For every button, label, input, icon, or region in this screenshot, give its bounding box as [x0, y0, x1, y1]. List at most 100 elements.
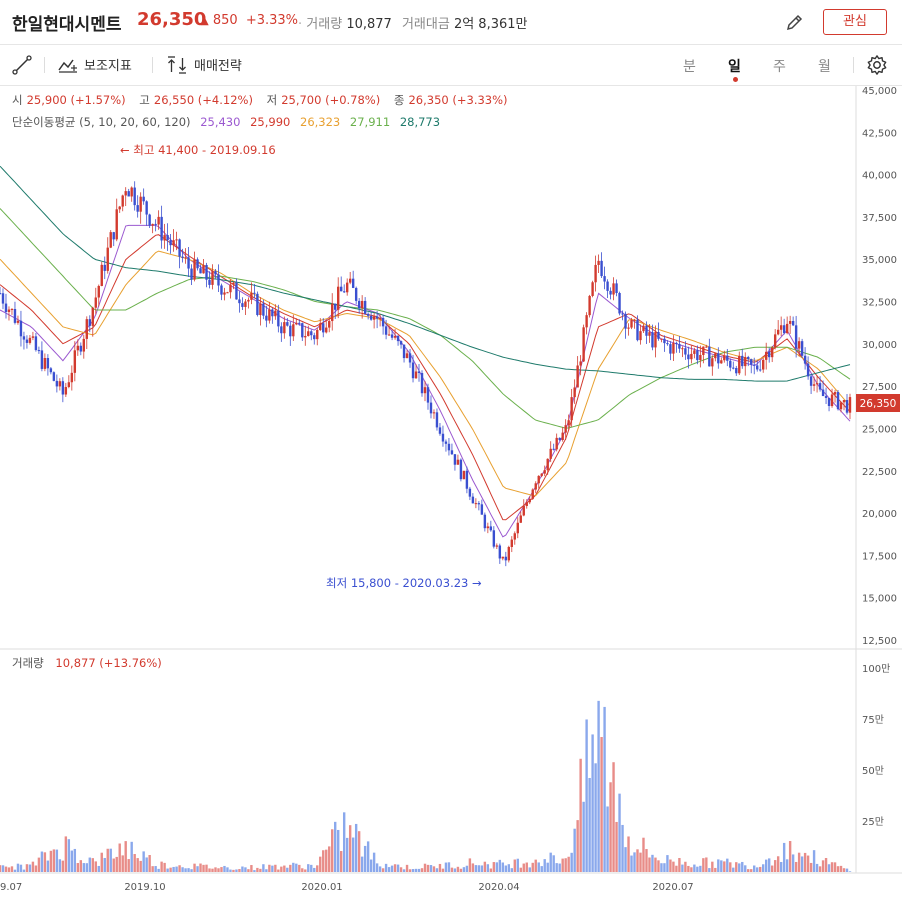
volume-bar — [702, 858, 705, 872]
draw-line-icon[interactable] — [12, 55, 32, 75]
period-minute[interactable]: 분 — [683, 59, 696, 75]
candle-body — [426, 387, 430, 403]
volume-bar — [229, 869, 232, 872]
volume-bar — [447, 862, 451, 872]
volume-bar — [558, 863, 561, 872]
close-label: 종 — [393, 93, 405, 107]
candle-body — [73, 350, 77, 373]
period-day[interactable]: 일 — [728, 59, 741, 75]
volume-bar — [600, 737, 603, 872]
candle-body — [310, 331, 313, 336]
period-month[interactable]: 월 — [818, 59, 831, 75]
candle-body — [690, 353, 693, 360]
candle-body — [49, 368, 53, 373]
volume-bar — [337, 829, 340, 872]
volume-bar — [812, 850, 816, 872]
candle-body — [145, 201, 148, 215]
candle-body — [121, 195, 124, 207]
candle-body — [375, 316, 379, 319]
volume-bar — [253, 870, 256, 872]
volume-bar — [220, 867, 223, 872]
volume-bar — [627, 836, 630, 872]
candle-body — [555, 437, 558, 450]
period-week[interactable]: 주 — [773, 59, 786, 75]
volume-bar — [304, 869, 307, 872]
volume-bar — [94, 861, 97, 872]
volume-bar — [441, 868, 445, 872]
volume-bar — [292, 862, 295, 872]
volume-bar — [549, 852, 552, 872]
volume-bar — [22, 869, 26, 872]
volume-bar — [411, 869, 415, 872]
volume-bar — [133, 854, 136, 872]
volume-bar — [79, 860, 83, 872]
candle-body — [274, 310, 277, 317]
open-value: 25,900 (+1.57%) — [26, 93, 126, 107]
candle-body — [735, 367, 738, 374]
volume-bar — [483, 861, 487, 872]
candle-body — [46, 358, 50, 369]
volume-bar — [776, 856, 780, 872]
candle-body — [223, 292, 226, 295]
volume-bar — [696, 866, 699, 872]
volume-bar — [741, 861, 744, 872]
volume-tick-label: 75만 — [862, 714, 884, 726]
candle-body — [842, 400, 846, 403]
volume-bar — [301, 868, 304, 872]
volume-bar — [184, 868, 187, 872]
candle-body — [348, 278, 352, 283]
indicator-button[interactable]: 보조지표 — [58, 55, 132, 74]
favorite-button[interactable]: 관심 — [823, 9, 887, 35]
candle-body — [363, 300, 367, 314]
candle-body — [187, 257, 190, 269]
candle-body — [357, 300, 361, 309]
volume-bar — [732, 867, 735, 872]
current-price-tag-label: 26,350 — [860, 398, 897, 410]
candle-body — [594, 264, 597, 283]
volume-bar — [756, 867, 759, 872]
gear-icon[interactable] — [866, 54, 888, 76]
candle-body — [160, 216, 163, 241]
candle-body — [657, 332, 660, 339]
volume-bar — [705, 857, 708, 872]
candle-body — [606, 281, 609, 291]
volume-bar — [375, 863, 379, 872]
volume-bar — [256, 867, 259, 872]
candle-body — [411, 362, 415, 379]
volume-bar — [280, 866, 283, 872]
volume-bar — [630, 855, 633, 872]
candle-body — [543, 470, 546, 474]
candle-body — [525, 502, 528, 506]
candle-body — [100, 264, 103, 286]
candle-body — [770, 347, 774, 358]
candle-body — [765, 351, 768, 360]
candle-body — [253, 292, 256, 294]
candle-body — [384, 326, 388, 335]
candle-body — [331, 303, 334, 322]
candle-body — [504, 556, 508, 561]
candle-body — [462, 470, 466, 480]
ma-label: 단순이동평균 (5, 10, 20, 60, 120) — [12, 115, 191, 129]
chart-toolbar: 보조지표 매매전략 분 일 주 월 — [0, 45, 902, 86]
volume-bar — [845, 868, 849, 872]
y-tick-label: 20,000 — [862, 509, 897, 520]
volume-bar — [286, 867, 289, 872]
volume-bar — [166, 868, 169, 872]
volume-bar — [462, 867, 466, 872]
change-value: 850 — [212, 13, 238, 28]
candle-body — [229, 284, 232, 293]
pencil-icon[interactable] — [785, 12, 805, 32]
candle-body — [226, 292, 229, 294]
candle-body — [31, 336, 35, 338]
volume-bar — [537, 862, 540, 872]
strategy-button[interactable]: 매매전략 — [166, 55, 242, 74]
candle-body — [747, 356, 750, 360]
candle-body — [549, 448, 552, 459]
candle-body — [316, 330, 319, 340]
volume-bar — [345, 837, 349, 872]
candle-body — [208, 279, 211, 285]
volume-bar — [118, 843, 121, 872]
candle-body — [645, 325, 648, 336]
volume-bar — [405, 864, 409, 872]
